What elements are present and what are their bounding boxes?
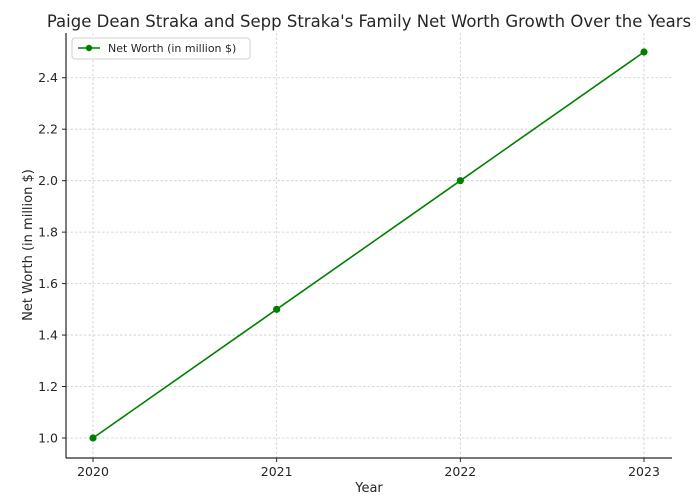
x-tick-label: 2023 <box>628 464 660 479</box>
data-point-marker <box>640 48 648 56</box>
y-tick-label: 1.4 <box>38 328 58 343</box>
data-point-marker <box>89 434 97 442</box>
x-tick-label: 2020 <box>77 464 109 479</box>
legend-label: Net Worth (in million $) <box>108 42 236 55</box>
legend: Net Worth (in million $) <box>71 37 251 60</box>
y-tick-labels: 1.0 1.2 1.4 1.6 1.8 2.0 2.2 2.4 <box>38 70 66 446</box>
x-axis-label: Year <box>354 481 383 496</box>
y-tick-label: 2.0 <box>38 173 58 188</box>
x-tick-label: 2021 <box>261 464 293 479</box>
legend-box <box>71 37 251 60</box>
y-tick-label: 1.2 <box>38 379 58 394</box>
axes <box>65 33 672 459</box>
legend-marker-icon <box>85 44 93 52</box>
y-tick-label: 2.4 <box>38 70 58 85</box>
y-tick-label: 1.8 <box>38 225 58 240</box>
y-tick-label: 1.6 <box>38 276 58 291</box>
x-tick-label: 2022 <box>444 464 476 479</box>
series-line <box>89 48 648 442</box>
chart-title: Paige Dean Straka and Sepp Straka's Fami… <box>47 12 691 31</box>
y-tick-label: 1.0 <box>38 431 58 446</box>
y-tick-label: 2.2 <box>38 122 58 137</box>
data-point-marker <box>456 177 464 185</box>
y-axis-label: Net Worth (in million $) <box>21 169 36 321</box>
x-tick-labels: 2020 2021 2022 2023 <box>77 458 660 479</box>
data-point-marker <box>273 305 281 313</box>
data-line <box>92 51 645 439</box>
